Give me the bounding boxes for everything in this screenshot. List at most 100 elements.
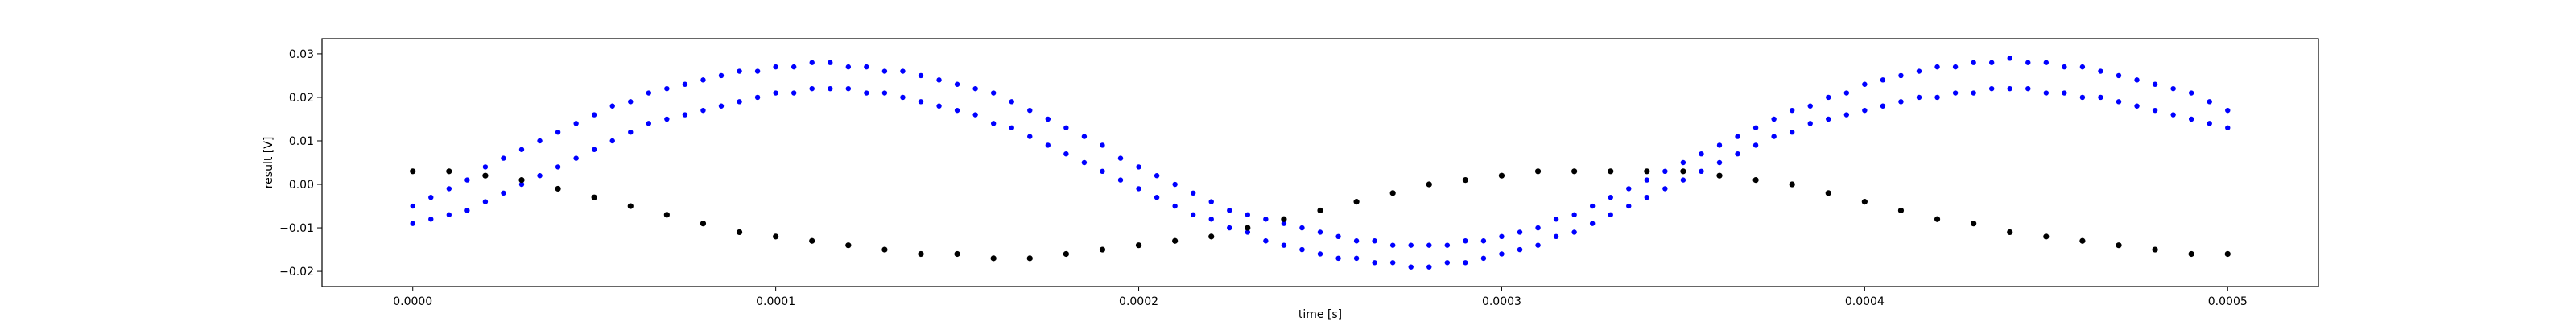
data-point-series-1-2 bbox=[482, 172, 489, 179]
data-point-series-1-1 bbox=[446, 168, 452, 175]
series-1 bbox=[410, 168, 2231, 262]
data-point-series-0-138 bbox=[1662, 186, 1668, 192]
data-point-series-0-88 bbox=[1208, 217, 1214, 222]
data-point-series-0-54 bbox=[900, 94, 906, 101]
data-point-series-1-37 bbox=[1752, 177, 1759, 184]
data-point-series-0-172 bbox=[1971, 90, 1976, 96]
x-tick-label: 0.0001 bbox=[756, 295, 795, 308]
data-point-series-1-27 bbox=[1389, 190, 1396, 196]
data-point-series-0-175 bbox=[1988, 60, 1995, 65]
data-point-series-0-39 bbox=[754, 68, 761, 74]
data-point-series-0-34 bbox=[718, 103, 724, 109]
data-point-series-0-154 bbox=[1807, 121, 1813, 126]
data-point-series-0-19 bbox=[573, 121, 579, 126]
data-point-series-0-13 bbox=[518, 147, 525, 152]
data-point-series-0-195 bbox=[2170, 85, 2176, 92]
data-point-series-0-29 bbox=[664, 85, 670, 92]
data-point-series-0-199 bbox=[2207, 99, 2212, 105]
y-tick-label: 0.01 bbox=[289, 135, 314, 148]
data-point-series-1-3 bbox=[518, 177, 525, 184]
data-point-series-0-36 bbox=[737, 99, 742, 105]
data-point-series-0-60 bbox=[954, 107, 960, 114]
data-point-series-0-70 bbox=[1045, 142, 1051, 148]
data-point-series-0-144 bbox=[1716, 159, 1723, 166]
data-point-series-0-109 bbox=[1389, 242, 1396, 248]
data-point-series-1-22 bbox=[1208, 233, 1215, 240]
data-point-series-0-2 bbox=[428, 217, 434, 222]
data-point-series-1-24 bbox=[1281, 216, 1287, 222]
data-point-series-0-143 bbox=[1699, 151, 1704, 157]
data-point-series-0-62 bbox=[972, 112, 978, 118]
data-point-series-1-10 bbox=[773, 233, 779, 240]
data-point-series-0-67 bbox=[1009, 99, 1014, 105]
data-point-series-0-4 bbox=[446, 212, 452, 218]
data-point-series-0-116 bbox=[1463, 260, 1468, 266]
data-point-series-0-38 bbox=[754, 94, 761, 101]
data-point-series-0-76 bbox=[1100, 168, 1105, 175]
data-point-series-1-6 bbox=[627, 203, 634, 209]
data-point-series-0-95 bbox=[1263, 217, 1269, 222]
data-point-series-0-117 bbox=[1463, 238, 1468, 244]
data-point-series-0-0 bbox=[410, 221, 415, 226]
data-point-series-0-15 bbox=[537, 138, 543, 144]
data-point-series-0-48 bbox=[845, 85, 852, 92]
data-point-series-0-64 bbox=[990, 121, 997, 126]
data-point-series-0-18 bbox=[573, 155, 579, 161]
data-point-series-0-200 bbox=[2225, 125, 2231, 130]
y-tick-label: 0.00 bbox=[289, 179, 314, 192]
data-point-series-0-8 bbox=[482, 199, 489, 204]
data-point-series-0-71 bbox=[1045, 116, 1051, 122]
data-point-series-0-110 bbox=[1408, 264, 1414, 270]
data-point-series-0-194 bbox=[2170, 112, 2176, 118]
data-point-series-1-43 bbox=[1971, 221, 1977, 227]
data-point-series-0-28 bbox=[664, 116, 670, 122]
data-point-series-0-120 bbox=[1499, 251, 1505, 257]
data-point-series-0-20 bbox=[591, 147, 597, 152]
data-point-series-0-99 bbox=[1299, 225, 1305, 231]
data-point-series-1-16 bbox=[990, 255, 997, 262]
data-point-series-0-159 bbox=[1843, 90, 1850, 96]
data-point-series-0-58 bbox=[936, 103, 942, 109]
data-point-series-0-91 bbox=[1227, 208, 1232, 213]
data-point-series-0-136 bbox=[1644, 195, 1650, 200]
data-point-series-0-40 bbox=[773, 90, 778, 96]
data-point-series-0-81 bbox=[1136, 164, 1141, 170]
data-point-series-0-131 bbox=[1589, 203, 1596, 209]
data-point-series-0-155 bbox=[1807, 103, 1813, 109]
data-point-series-1-39 bbox=[1825, 190, 1831, 196]
data-point-series-1-35 bbox=[1680, 168, 1686, 175]
data-point-series-0-165 bbox=[1898, 72, 1904, 79]
data-point-series-0-1 bbox=[410, 203, 415, 209]
data-point-series-0-42 bbox=[791, 90, 797, 96]
x-tick-label: 0.0002 bbox=[1119, 295, 1158, 308]
data-point-series-0-123 bbox=[1517, 229, 1523, 235]
data-point-series-1-28 bbox=[1426, 181, 1432, 188]
data-point-series-1-41 bbox=[1897, 207, 1905, 214]
data-point-series-0-102 bbox=[1335, 255, 1341, 262]
data-point-series-0-51 bbox=[864, 64, 869, 70]
data-point-series-0-63 bbox=[972, 85, 978, 92]
data-point-series-0-56 bbox=[918, 99, 924, 105]
data-point-series-0-121 bbox=[1499, 233, 1505, 240]
data-point-series-0-113 bbox=[1426, 242, 1432, 248]
data-point-series-1-25 bbox=[1317, 207, 1323, 214]
data-point-series-0-133 bbox=[1608, 195, 1613, 200]
data-point-series-1-38 bbox=[1789, 181, 1795, 188]
data-point-series-0-72 bbox=[1063, 151, 1069, 157]
data-point-series-0-197 bbox=[2188, 90, 2194, 96]
data-point-series-0-25 bbox=[628, 99, 634, 105]
data-point-series-0-90 bbox=[1227, 225, 1232, 231]
data-point-series-0-135 bbox=[1626, 186, 1632, 192]
data-point-series-1-49 bbox=[2188, 250, 2194, 258]
data-point-series-0-108 bbox=[1389, 260, 1396, 266]
data-point-series-1-33 bbox=[1608, 168, 1614, 175]
data-point-series-0-100 bbox=[1317, 251, 1323, 257]
data-point-series-1-48 bbox=[2152, 246, 2158, 253]
data-point-series-0-93 bbox=[1245, 212, 1251, 218]
data-point-series-0-201 bbox=[2225, 107, 2231, 114]
data-point-series-0-156 bbox=[1826, 116, 1831, 122]
data-point-series-1-21 bbox=[1172, 237, 1179, 244]
data-point-series-0-78 bbox=[1117, 177, 1124, 183]
x-tick-label: 0.0003 bbox=[1482, 295, 1521, 308]
data-point-series-1-46 bbox=[2079, 237, 2086, 244]
